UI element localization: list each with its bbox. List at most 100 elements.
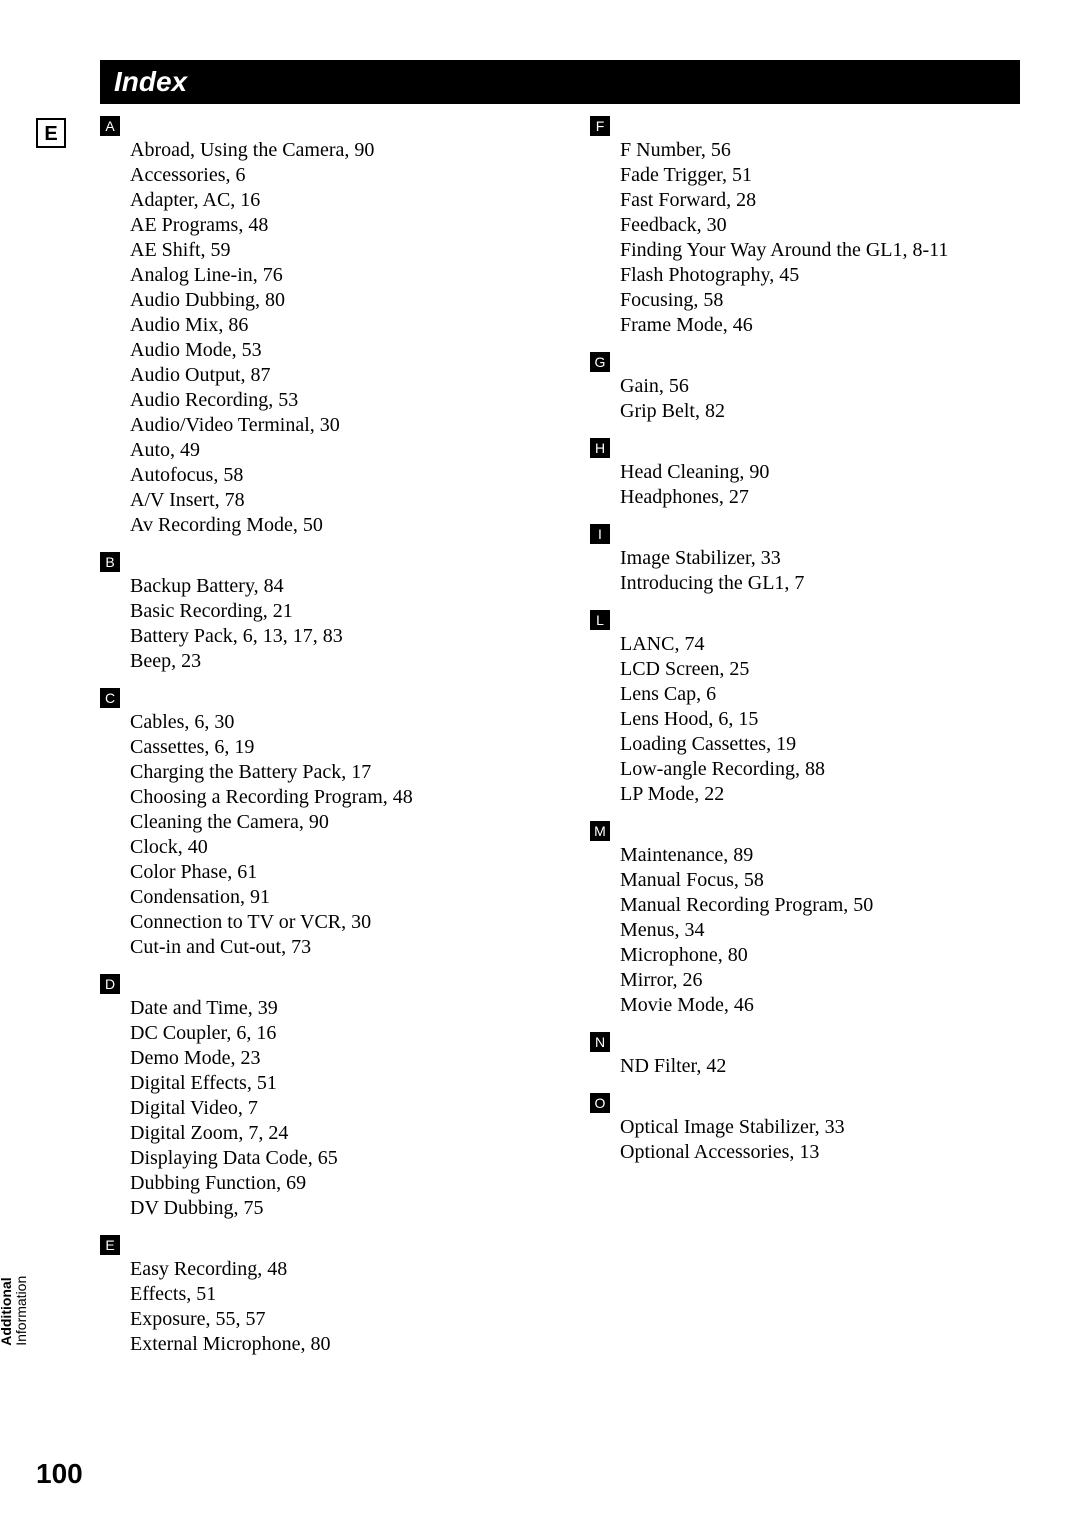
index-entry: Finding Your Way Around the GL1, 8-11 [620,238,1020,263]
index-entry: Audio/Video Terminal, 30 [130,413,530,438]
side-tab: Additional Information [0,1276,30,1346]
index-entry: Charging the Battery Pack, 17 [130,760,530,785]
index-entry: Audio Mode, 53 [130,338,530,363]
index-entry: Head Cleaning, 90 [620,460,1020,485]
index-entry: F Number, 56 [620,138,1020,163]
index-entry: Movie Mode, 46 [620,993,1020,1018]
index-entry: LP Mode, 22 [620,782,1020,807]
entries-list: Image Stabilizer, 33Introducing the GL1,… [590,546,1020,596]
index-entry: Optical Image Stabilizer, 33 [620,1115,1020,1140]
entries-list: Backup Battery, 84Basic Recording, 21Bat… [100,574,530,674]
index-entry: Fast Forward, 28 [620,188,1020,213]
index-entry: Digital Zoom, 7, 24 [130,1121,530,1146]
index-entry: Cassettes, 6, 19 [130,735,530,760]
index-section: HHead Cleaning, 90Headphones, 27 [590,436,1020,510]
index-section: C Cables, 6, 30Cassettes, 6, 19Charging t… [100,686,530,960]
index-entry: Maintenance, 89 [620,843,1020,868]
index-entry: Headphones, 27 [620,485,1020,510]
index-entry: Gain, 56 [620,374,1020,399]
index-entry: Cables, 6, 30 [130,710,530,735]
index-entry: DV Dubbing, 75 [130,1196,530,1221]
index-entry: Digital Video, 7 [130,1096,530,1121]
index-section: EEasy Recording, 48Effects, 51Exposure, … [100,1233,530,1357]
index-entry: Condensation, 91 [130,885,530,910]
letter-badge: L [590,610,610,630]
index-entry: Grip Belt, 82 [620,399,1020,424]
index-entry: Introducing the GL1, 7 [620,571,1020,596]
entries-list: Maintenance, 89Manual Focus, 58Manual Re… [590,843,1020,1018]
index-entry: Cleaning the Camera, 90 [130,810,530,835]
index-entry: Audio Dubbing, 80 [130,288,530,313]
index-entry: Optional Accessories, 13 [620,1140,1020,1165]
index-entry: Exposure, 55, 57 [130,1307,530,1332]
index-entry: Fade Trigger, 51 [620,163,1020,188]
index-section: DDate and Time, 39DC Coupler, 6, 16Demo … [100,972,530,1221]
entries-list: Date and Time, 39DC Coupler, 6, 16Demo M… [100,996,530,1221]
language-badge: E [36,118,66,148]
index-entry: Connection to TV or VCR, 30 [130,910,530,935]
index-entry: Analog Line-in, 76 [130,263,530,288]
entries-list: Optical Image Stabilizer, 33Optional Acc… [590,1115,1020,1165]
right-column: FF Number, 56Fade Trigger, 51Fast Forwar… [590,114,1020,1369]
letter-badge: I [590,524,610,544]
index-entry: Effects, 51 [130,1282,530,1307]
index-entry: Displaying Data Code, 65 [130,1146,530,1171]
index-section: LLANC, 74LCD Screen, 25Lens Cap, 6Lens H… [590,608,1020,807]
index-entry: Loading Cassettes, 19 [620,732,1020,757]
side-tab-line1: Additional [0,1276,15,1346]
letter-badge: G [590,352,610,372]
index-entry: Low-angle Recording, 88 [620,757,1020,782]
entries-list: LANC, 74LCD Screen, 25Lens Cap, 6Lens Ho… [590,632,1020,807]
letter-badge: D [100,974,120,994]
index-section: OOptical Image Stabilizer, 33Optional Ac… [590,1091,1020,1165]
title-bar: Index [100,60,1020,104]
index-entry: Frame Mode, 46 [620,313,1020,338]
index-entry: Focusing, 58 [620,288,1020,313]
index-section: MMaintenance, 89Manual Focus, 58Manual R… [590,819,1020,1018]
entries-list: Abroad, Using the Camera, 90Accessories,… [100,138,530,538]
index-entry: Clock, 40 [130,835,530,860]
entries-list: Head Cleaning, 90Headphones, 27 [590,460,1020,510]
index-entry: Color Phase, 61 [130,860,530,885]
letter-badge: H [590,438,610,458]
index-section: BBackup Battery, 84Basic Recording, 21Ba… [100,550,530,674]
index-entry: Av Recording Mode, 50 [130,513,530,538]
index-entry: ND Filter, 42 [620,1054,1020,1079]
index-entry: Mirror, 26 [620,968,1020,993]
index-entry: AE Programs, 48 [130,213,530,238]
letter-badge: B [100,552,120,572]
index-entry: Audio Recording, 53 [130,388,530,413]
index-entry: Auto, 49 [130,438,530,463]
letter-badge: M [590,821,610,841]
letter-badge: N [590,1032,610,1052]
letter-badge: O [590,1093,610,1113]
index-section: N ND Filter, 42 [590,1030,1020,1079]
index-entry: Manual Recording Program, 50 [620,893,1020,918]
index-entry: Beep, 23 [130,649,530,674]
index-entry: Audio Mix, 86 [130,313,530,338]
index-entry: Demo Mode, 23 [130,1046,530,1071]
index-entry: Backup Battery, 84 [130,574,530,599]
letter-badge: E [100,1235,120,1255]
index-entry: Date and Time, 39 [130,996,530,1021]
index-entry: AE Shift, 59 [130,238,530,263]
index-entry: Battery Pack, 6, 13, 17, 83 [130,624,530,649]
index-entry: Autofocus, 58 [130,463,530,488]
index-entry: External Microphone, 80 [130,1332,530,1357]
index-entry: Flash Photography, 45 [620,263,1020,288]
index-entry: Choosing a Recording Program, 48 [130,785,530,810]
index-entry: Basic Recording, 21 [130,599,530,624]
index-entry: LCD Screen, 25 [620,657,1020,682]
entries-list: Gain, 56Grip Belt, 82 [590,374,1020,424]
left-column: AAbroad, Using the Camera, 90Accessories… [100,114,530,1369]
index-entry: Abroad, Using the Camera, 90 [130,138,530,163]
index-entry: Dubbing Function, 69 [130,1171,530,1196]
index-entry: Accessories, 6 [130,163,530,188]
index-entry: LANC, 74 [620,632,1020,657]
index-entry: Lens Cap, 6 [620,682,1020,707]
index-entry: Image Stabilizer, 33 [620,546,1020,571]
letter-badge: C [100,688,120,708]
index-section: GGain, 56Grip Belt, 82 [590,350,1020,424]
index-entry: Manual Focus, 58 [620,868,1020,893]
letter-badge: A [100,116,120,136]
